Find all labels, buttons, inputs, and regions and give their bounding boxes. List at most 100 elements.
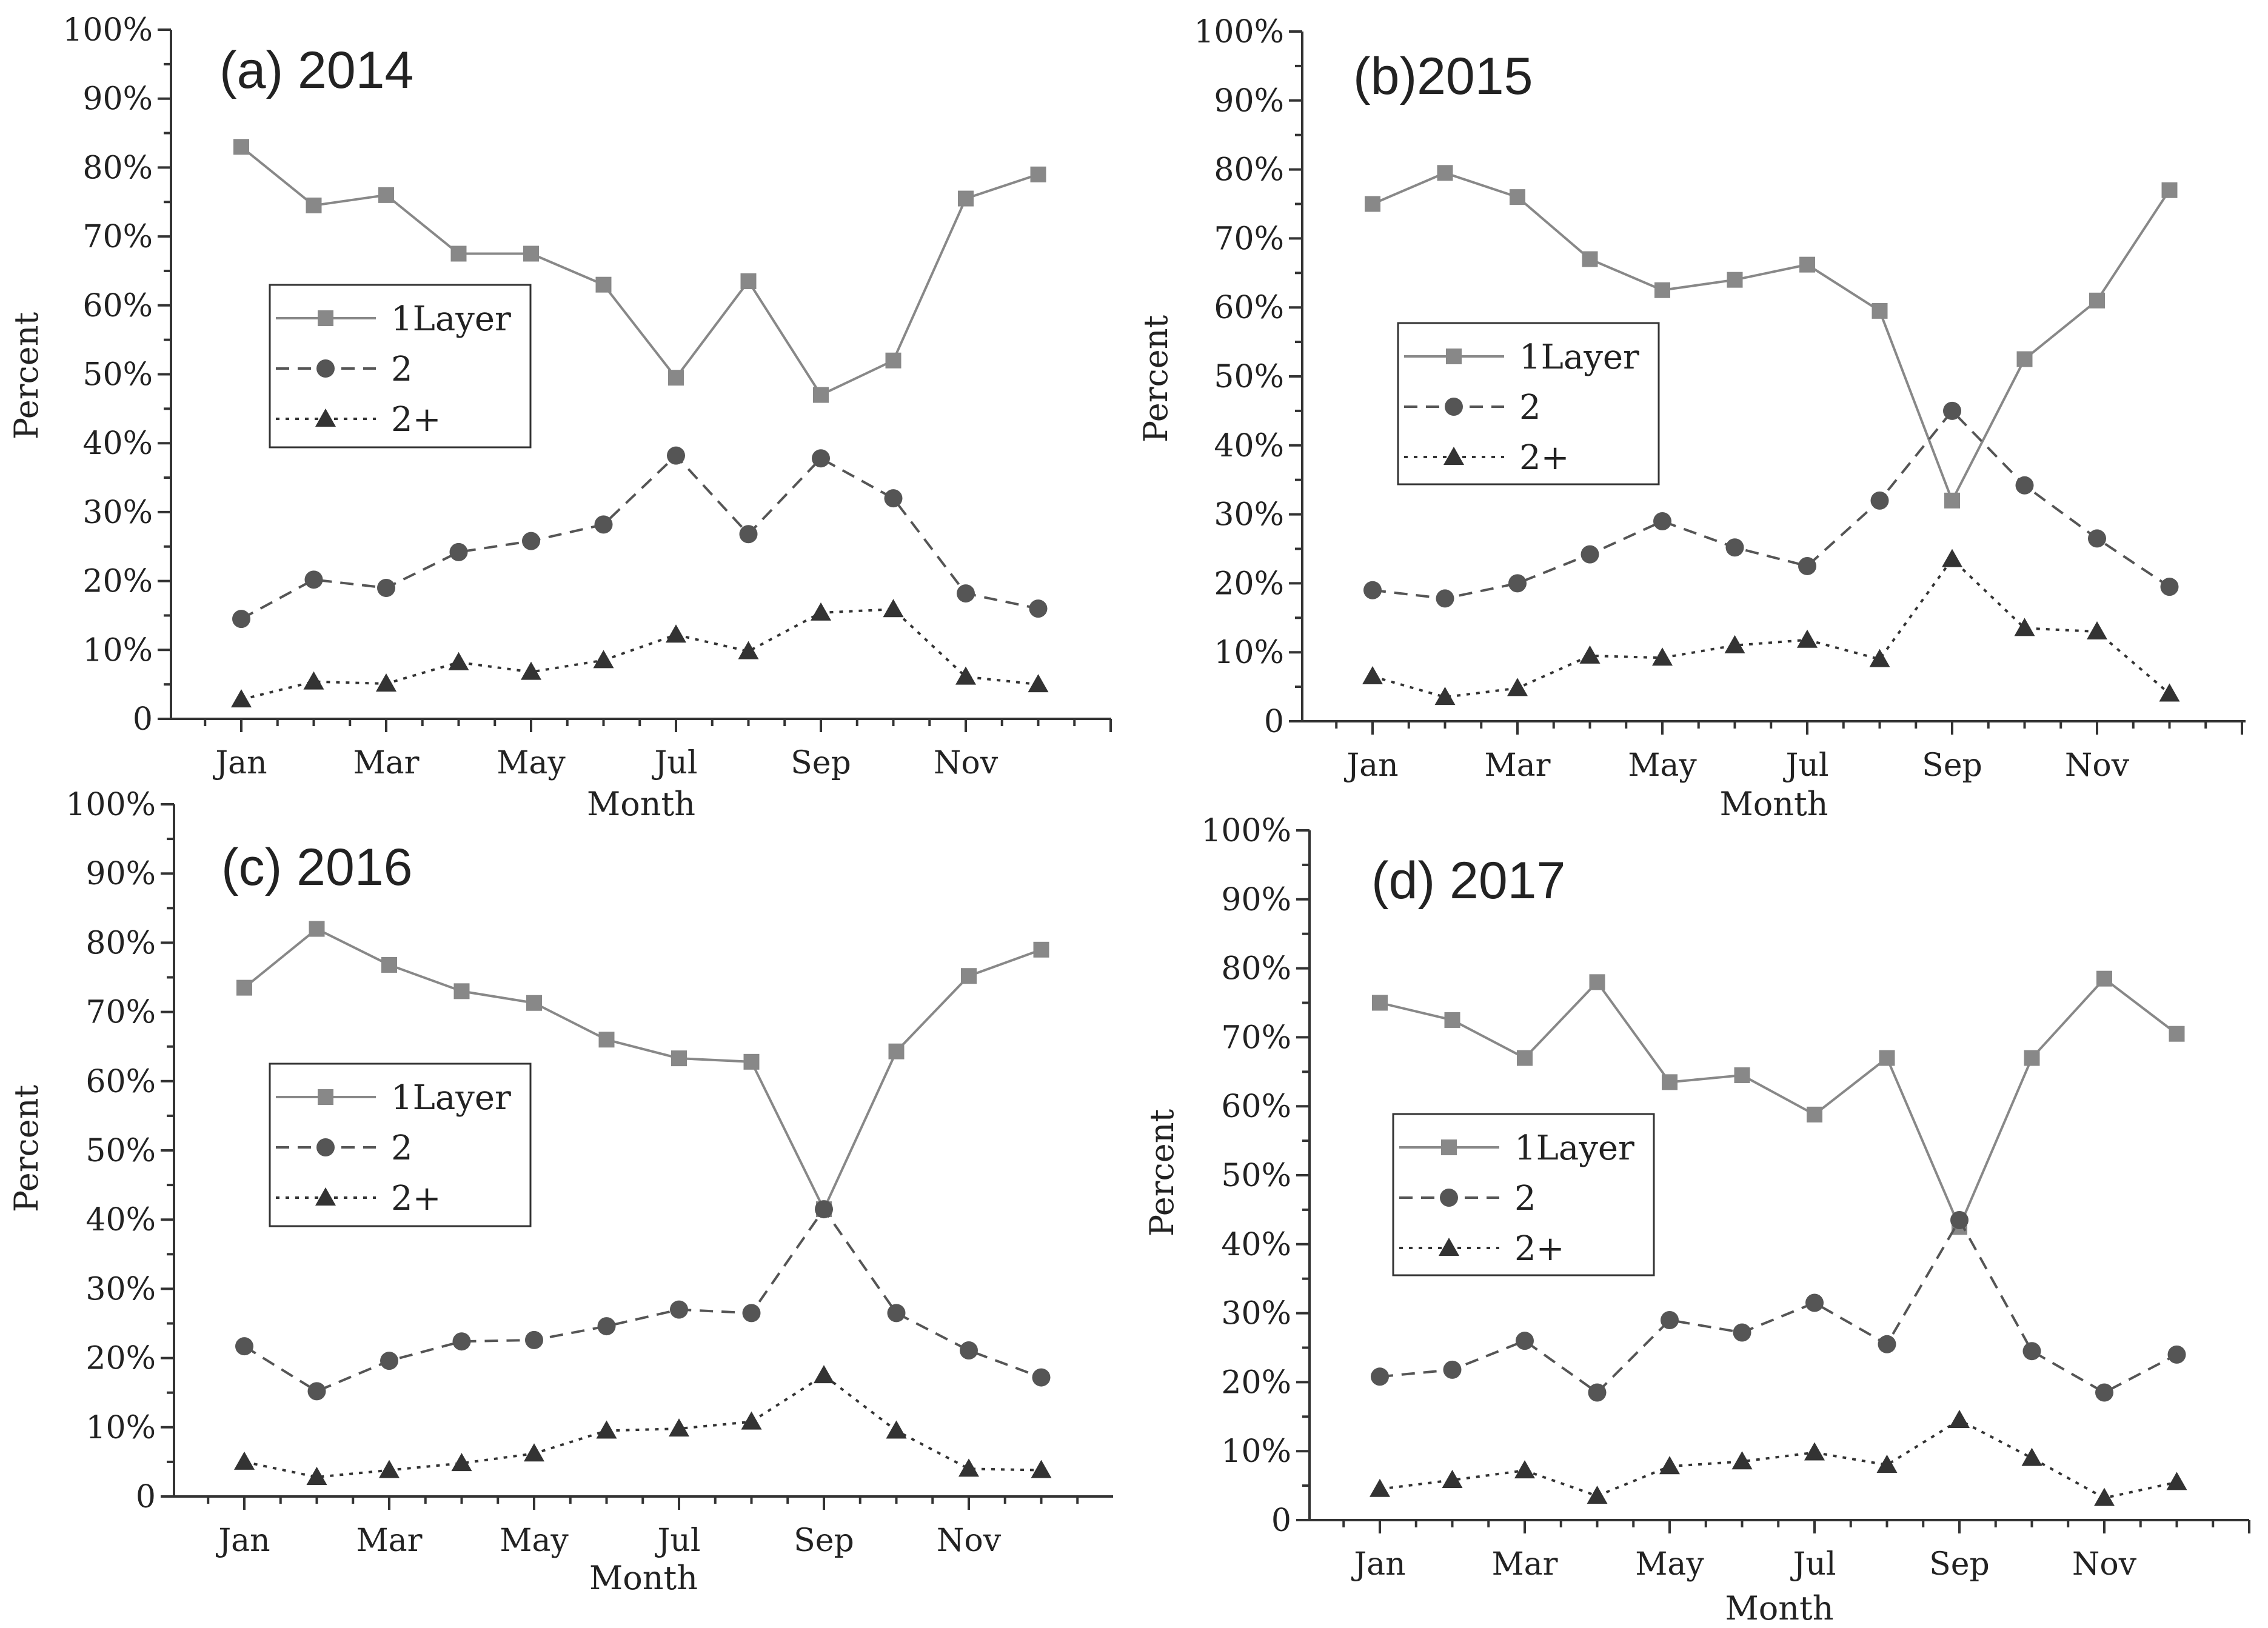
- y-tick-label: 30%: [1221, 1296, 1291, 1332]
- legend-marker: [318, 310, 333, 326]
- legend-label: 2: [391, 350, 413, 389]
- data-point: [1662, 1074, 1678, 1090]
- data-point: [1516, 1332, 1534, 1350]
- data-point: [1798, 556, 1816, 575]
- data-point: [815, 1200, 833, 1219]
- data-point: [381, 956, 397, 973]
- legend-label: 2+: [391, 1179, 441, 1218]
- data-point: [738, 641, 759, 659]
- series-line: [240, 145, 1039, 397]
- x-tick-label: Nov: [934, 745, 999, 781]
- y-axis-label: Percent: [1137, 315, 1175, 443]
- data-point: [1372, 995, 1388, 1011]
- y-tick-label: 70%: [1221, 1019, 1291, 1056]
- data-point: [1031, 1460, 1052, 1478]
- y-tick-label: 10%: [82, 632, 153, 669]
- data-point: [307, 1382, 326, 1401]
- data-point: [306, 1467, 327, 1486]
- data-point: [2088, 529, 2106, 548]
- data-point: [812, 449, 830, 468]
- data-point: [1029, 599, 1048, 618]
- y-tick-label: 50%: [82, 357, 153, 393]
- data-point: [2167, 1345, 2186, 1364]
- chart-panel-2: 0 10% 20% 30% 40% 50% 60% 70% 80% 90% 100% Jan Mar Ma…: [1137, 14, 2246, 823]
- data-point: [1030, 166, 1046, 182]
- series-line: [243, 1207, 1042, 1393]
- x-tick-label: Sep: [794, 1523, 854, 1559]
- data-point: [811, 602, 831, 621]
- data-point: [1944, 492, 1960, 509]
- data-point: [522, 532, 540, 550]
- data-point: [741, 1411, 762, 1430]
- data-point: [304, 570, 323, 589]
- y-tick-label: 40%: [1214, 428, 1284, 464]
- y-tick-label: 80%: [1214, 152, 1284, 188]
- y-tick-label: 40%: [82, 425, 153, 462]
- y-tick-label: 40%: [1221, 1227, 1291, 1263]
- x-tick-label: May: [500, 1523, 569, 1559]
- data-point: [1805, 1293, 1824, 1312]
- data-point: [814, 1365, 834, 1384]
- legend-box: [269, 1063, 532, 1227]
- legend-label: 2+: [1519, 438, 1570, 478]
- legend-label: 2: [1514, 1179, 1536, 1218]
- x-tick-label: Jul: [655, 1523, 701, 1559]
- data-point: [2087, 621, 2107, 640]
- y-tick-label: 50%: [1221, 1158, 1291, 1194]
- panel-title: (b)2015: [1353, 47, 1533, 105]
- legend-marker: [1440, 1189, 1458, 1207]
- y-tick-label: 10%: [1214, 635, 1284, 671]
- x-tick-label: Nov: [2072, 1546, 2137, 1583]
- series-2: [1371, 1210, 2186, 1402]
- x-axis-label: Month: [1719, 785, 1828, 823]
- y-tick-label: 70%: [1214, 221, 1284, 257]
- data-point: [1371, 1367, 1389, 1386]
- data-point: [1443, 1360, 1462, 1379]
- data-point: [668, 370, 684, 386]
- data-point: [1879, 1050, 1895, 1066]
- x-tick-label: May: [497, 745, 566, 781]
- x-tick-label: Sep: [1929, 1546, 1990, 1583]
- data-point: [231, 689, 252, 708]
- data-point: [1942, 549, 1962, 567]
- y-tick-label: 100%: [1201, 813, 1291, 849]
- data-point: [886, 1420, 907, 1439]
- legend-label: 2: [391, 1129, 413, 1168]
- data-point: [233, 139, 249, 155]
- data-point: [2095, 1383, 2113, 1402]
- x-tick-label: May: [1628, 747, 1697, 784]
- series-3: [1370, 1409, 2187, 1506]
- legend-marker: [1441, 1139, 1457, 1155]
- data-point: [2159, 683, 2180, 702]
- data-point: [2160, 578, 2179, 596]
- panel-title: (d) 2017: [1371, 852, 1565, 910]
- series-3: [231, 599, 1049, 708]
- y-tick-label: 90%: [82, 81, 153, 118]
- y-tick-label: 30%: [85, 1271, 156, 1307]
- y-tick-label: 20%: [85, 1341, 156, 1377]
- series-2: [1363, 401, 2179, 608]
- data-point: [1508, 574, 1527, 593]
- series-3: [1362, 549, 2180, 706]
- legend-label: 1Layer: [1514, 1129, 1634, 1168]
- data-point: [1725, 538, 1744, 557]
- data-point: [303, 671, 324, 690]
- data-point: [958, 1458, 979, 1477]
- data-point: [1507, 678, 1528, 696]
- y-tick-label: 40%: [85, 1202, 156, 1238]
- data-point: [1724, 635, 1745, 653]
- legend-marker: [318, 1089, 333, 1105]
- data-point: [669, 1418, 689, 1437]
- data-point: [742, 1304, 761, 1323]
- y-tick-label: 0: [133, 701, 153, 738]
- data-point: [1733, 1323, 1751, 1342]
- data-point: [306, 197, 322, 213]
- data-point: [667, 446, 685, 465]
- data-point: [1363, 581, 1382, 599]
- data-point: [1582, 251, 1598, 267]
- data-point: [232, 610, 250, 629]
- data-point: [1362, 666, 1383, 685]
- x-tick-label: Jan: [1343, 747, 1398, 784]
- data-point: [378, 187, 394, 203]
